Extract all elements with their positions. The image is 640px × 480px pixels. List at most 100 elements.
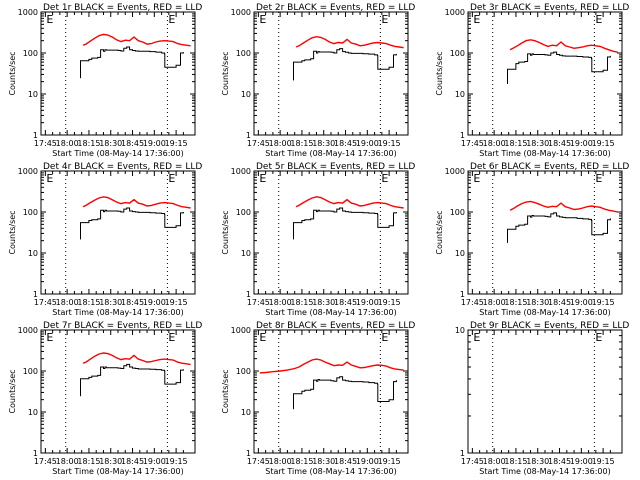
- panel-title: Det 9r BLACK = Events, RED = LLD: [470, 321, 629, 331]
- panel-title: Det 5r BLACK = Events, RED = LLD: [256, 162, 415, 172]
- panel-title: Det 2r BLACK = Events, RED = LLD: [256, 3, 415, 13]
- y-tick-label: 1: [33, 131, 38, 140]
- y-tick-label: 100: [236, 208, 251, 217]
- x-tick-label: 18:45: [334, 457, 357, 466]
- x-axis-label: Start Time (08-May-14 17:36:00): [479, 308, 610, 317]
- x-tick-label: 18:15: [290, 139, 313, 148]
- y-tick-label: 10: [455, 249, 465, 258]
- panel-title: Det 6r BLACK = Events, RED = LLD: [470, 162, 629, 172]
- x-tick-label: 18:45: [121, 139, 144, 148]
- x-tick-label: 19:15: [165, 298, 188, 307]
- y-tick-label: 1: [246, 290, 251, 299]
- x-axis-label: Start Time (08-May-14 17:36:00): [265, 149, 396, 158]
- plot-frame: [253, 329, 409, 454]
- x-tick-label: 18:30: [526, 298, 549, 307]
- x-tick-label: 18:15: [504, 139, 527, 148]
- y-tick-label: 10: [241, 90, 251, 99]
- x-tick-label: 17:45: [247, 298, 270, 307]
- detector-panel-8: Det 8r BLACK = Events, RED = LLD 1 10 100 10…: [221, 321, 415, 476]
- y-tick-label: 10: [241, 249, 251, 258]
- event-marker-E: E: [473, 172, 480, 185]
- x-tick-label: 17:45: [461, 139, 484, 148]
- lld-series-line: [295, 35, 404, 49]
- plot-frame: [467, 329, 623, 454]
- y-tick-label: 1000: [231, 326, 251, 335]
- x-tick-label: 18:45: [334, 298, 357, 307]
- x-tick-label: 18:15: [290, 298, 313, 307]
- y-tick-label: 1000: [231, 8, 251, 17]
- y-tick-label: 1000: [18, 8, 38, 17]
- events-series-line: [293, 207, 397, 240]
- y-tick-label: 100: [236, 367, 251, 376]
- x-tick-label: 18:00: [56, 457, 79, 466]
- y-tick-label: 10: [455, 90, 465, 99]
- y-axis-label: Counts/sec: [8, 369, 17, 413]
- lld-series-line: [295, 196, 404, 209]
- x-tick-label: 17:45: [461, 298, 484, 307]
- y-axis-label: Counts/sec: [8, 210, 17, 254]
- x-tick-label: 18:00: [269, 457, 292, 466]
- event-marker-E: E: [473, 13, 480, 26]
- y-tick-label: 1: [246, 449, 251, 458]
- x-tick-label: 18:15: [504, 457, 527, 466]
- detector-panel-4: Det 4r BLACK = Events, RED = LLD 1 10 100 10…: [8, 162, 202, 317]
- x-tick-label: 18:15: [77, 298, 100, 307]
- x-tick-label: 19:00: [356, 298, 379, 307]
- detector-panel-9: Det 9r BLACK = Events, RED = LLD 1 10 17:45…: [455, 321, 630, 476]
- plot-frame: [253, 11, 409, 136]
- x-tick-label: 18:45: [548, 139, 571, 148]
- x-tick-label: 18:30: [526, 139, 549, 148]
- event-marker-E: E: [381, 13, 388, 26]
- x-tick-label: 18:00: [56, 139, 79, 148]
- lld-series-line: [82, 196, 191, 209]
- plot-frame: [40, 11, 196, 136]
- event-marker-E: E: [259, 13, 266, 26]
- x-tick-label: 19:15: [378, 139, 401, 148]
- x-tick-label: 18:45: [334, 139, 357, 148]
- event-marker-E: E: [46, 13, 53, 26]
- x-tick-label: 18:00: [269, 139, 292, 148]
- events-series-line: [507, 51, 611, 84]
- y-tick-label: 1: [460, 290, 465, 299]
- x-tick-label: 18:30: [526, 457, 549, 466]
- y-axis-label: Counts/sec: [221, 51, 230, 95]
- plot-frame: [467, 170, 623, 295]
- lld-series-line: [82, 352, 191, 366]
- y-tick-label: 100: [450, 208, 465, 217]
- x-tick-label: 19:00: [570, 298, 593, 307]
- y-axis-label: Counts/sec: [435, 51, 444, 95]
- y-tick-label: 10: [455, 326, 465, 335]
- x-tick-label: 18:30: [99, 139, 122, 148]
- lld-series-line: [259, 358, 404, 374]
- x-tick-label: 18:30: [312, 139, 335, 148]
- event-marker-E: E: [46, 172, 53, 185]
- y-tick-label: 1: [460, 131, 465, 140]
- events-series-line: [293, 376, 397, 410]
- x-tick-label: 19:15: [592, 139, 615, 148]
- x-tick-label: 17:45: [34, 457, 57, 466]
- x-tick-label: 19:15: [165, 139, 188, 148]
- event-marker-E: E: [381, 331, 388, 344]
- event-marker-E: E: [168, 172, 175, 185]
- x-tick-label: 19:15: [378, 298, 401, 307]
- y-tick-label: 1: [246, 131, 251, 140]
- event-marker-E: E: [595, 331, 602, 344]
- panel-title: Det 4r BLACK = Events, RED = LLD: [43, 162, 202, 172]
- lld-series-line: [82, 33, 191, 47]
- x-tick-label: 18:45: [121, 298, 144, 307]
- x-tick-label: 19:00: [570, 457, 593, 466]
- events-series-line: [80, 207, 184, 240]
- events-series-line: [293, 48, 397, 81]
- y-tick-label: 1000: [18, 326, 38, 335]
- lld-series-line: [509, 39, 618, 53]
- plot-frame: [40, 329, 196, 454]
- x-tick-label: 19:00: [143, 298, 166, 307]
- event-marker-E: E: [168, 13, 175, 26]
- x-axis-label: Start Time (08-May-14 17:36:00): [52, 149, 183, 158]
- x-tick-label: 18:00: [483, 139, 506, 148]
- y-tick-label: 10: [28, 408, 38, 417]
- y-tick-label: 100: [23, 49, 38, 58]
- event-marker-E: E: [473, 331, 480, 344]
- y-tick-label: 100: [23, 208, 38, 217]
